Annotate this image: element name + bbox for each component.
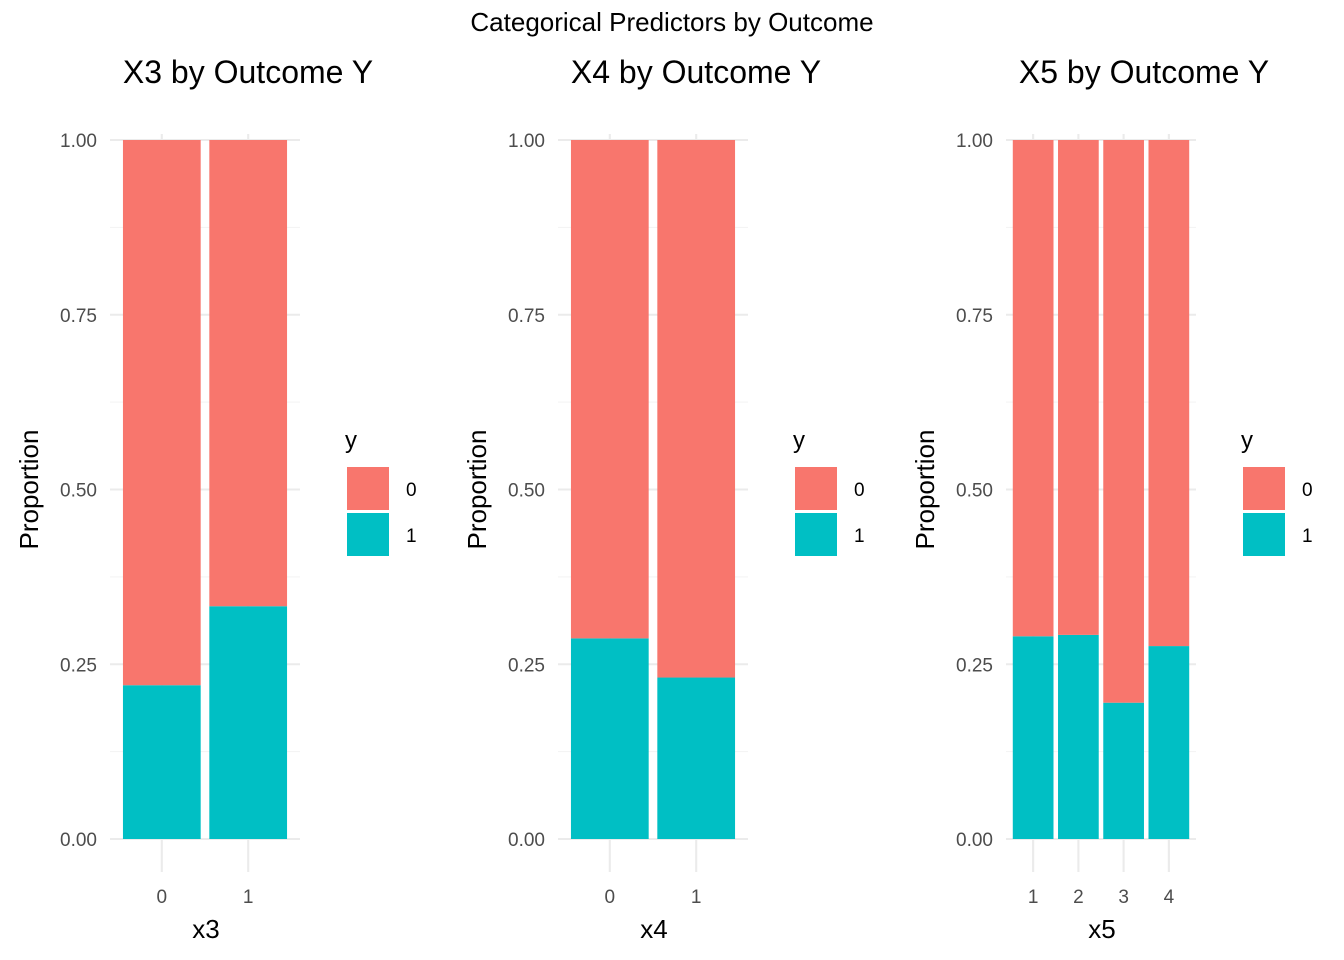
bar-x5-1-y1 (1012, 636, 1054, 839)
x-tick-label: 0 (157, 887, 168, 908)
bar-x4-1-y0 (657, 140, 736, 678)
y-axis-label: Proportion (910, 430, 940, 550)
legend: y 0 1 (345, 427, 417, 556)
bar-x4-0-y0 (570, 140, 649, 639)
x-tick-label: 2 (1073, 887, 1084, 908)
bar-x5-1-y0 (1012, 140, 1054, 637)
bar-x3-0-y0 (122, 140, 201, 686)
bar-x5-2-y0 (1058, 140, 1099, 635)
x-tick-label: 1 (1028, 887, 1039, 908)
y-tick-label: 0.75 (508, 306, 545, 327)
bar-x5-4-y1 (1148, 646, 1190, 839)
panel-title: X3 by Outcome Y (123, 54, 373, 90)
y-tick-label: 0.25 (60, 655, 97, 676)
x-tick-label: 1 (691, 887, 702, 908)
y-tick-label: 1.00 (508, 131, 545, 152)
legend-key-y0 (1243, 467, 1285, 510)
legend-label: 0 (406, 480, 417, 501)
legend-key-y1 (347, 513, 389, 556)
bar-x3-0-y1 (122, 685, 201, 839)
bar-x3-1-y0 (209, 140, 288, 607)
panel-2: 0.00 0.25 0.50 0.75 1.00 0 1 X4 by Outcome Y x4 P… (462, 54, 865, 944)
panel-title: X5 by Outcome Y (1019, 54, 1269, 90)
y-axis-label: Proportion (14, 430, 44, 550)
legend-label: 1 (854, 526, 865, 547)
bar-x5-3-y1 (1103, 702, 1144, 839)
panel-1: 0.00 0.25 0.50 0.75 1.00 0 1 X3 by Outcome Y x3 P… (14, 54, 417, 944)
x-tick-label: 4 (1164, 887, 1175, 908)
y-tick-label: 0.75 (60, 306, 97, 327)
legend-key-y1 (1243, 513, 1285, 556)
y-tick-label: 0.50 (508, 481, 545, 502)
legend-label: 0 (1302, 480, 1313, 501)
y-tick-label: 0.75 (956, 306, 993, 327)
x-tick-label: 1 (243, 887, 254, 908)
y-tick-label: 0.00 (956, 830, 993, 851)
y-axis-label: Proportion (462, 430, 492, 550)
panel-3: 0.00 0.25 0.50 0.75 1.00 1 2 3 4 X5 by Outcome Y x… (910, 54, 1313, 944)
y-tick-label: 0.50 (956, 481, 993, 502)
bar-x3-1-y1 (209, 606, 288, 839)
y-tick-label: 0.00 (508, 830, 545, 851)
x-axis-label: x3 (192, 914, 219, 944)
y-tick-label: 0.25 (508, 655, 545, 676)
legend-label: 0 (854, 480, 865, 501)
x-axis-label: x5 (1088, 914, 1115, 944)
legend-label: 1 (1302, 526, 1313, 547)
legend: y 0 1 (1241, 427, 1313, 556)
legend-title: y (793, 427, 805, 454)
y-tick-label: 0.25 (956, 655, 993, 676)
x-axis-label: x4 (640, 914, 667, 944)
y-tick-label: 1.00 (956, 131, 993, 152)
bar-x5-4-y0 (1148, 140, 1190, 647)
y-tick-label: 0.50 (60, 481, 97, 502)
legend-title: y (345, 427, 357, 454)
legend-key-y0 (347, 467, 389, 510)
bar-x5-3-y0 (1103, 140, 1144, 703)
x-tick-label: 0 (605, 887, 616, 908)
figure-title: Categorical Predictors by Outcome (470, 7, 873, 37)
y-tick-label: 1.00 (60, 131, 97, 152)
bar-x4-0-y1 (570, 638, 649, 839)
legend-key-y0 (795, 467, 837, 510)
bar-x4-1-y1 (657, 677, 736, 839)
x-tick-label: 3 (1118, 887, 1129, 908)
panel-title: X4 by Outcome Y (571, 54, 821, 90)
bar-x5-2-y1 (1058, 634, 1099, 839)
y-tick-label: 0.00 (60, 830, 97, 851)
legend: y 0 1 (793, 427, 865, 556)
legend-title: y (1241, 427, 1253, 454)
legend-label: 1 (406, 526, 417, 547)
legend-key-y1 (795, 513, 837, 556)
